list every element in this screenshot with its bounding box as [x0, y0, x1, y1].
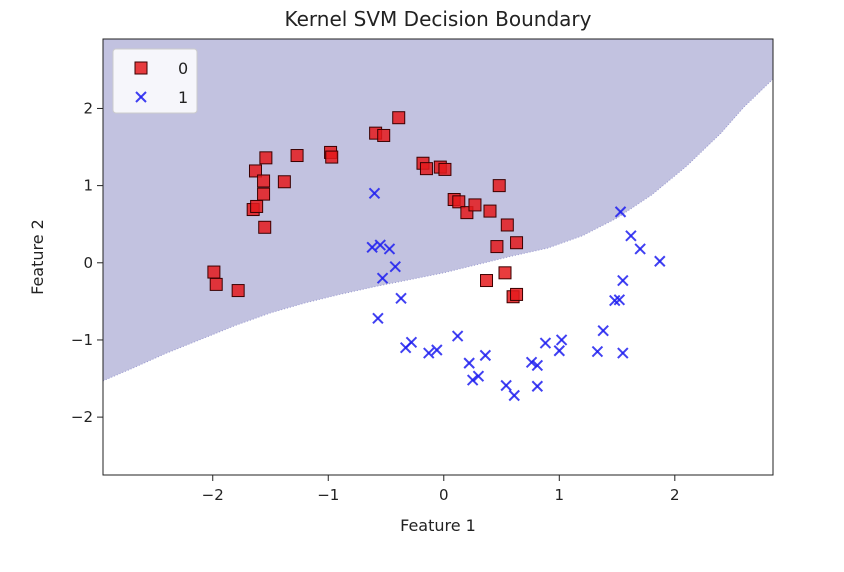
class-1-point: [654, 255, 666, 267]
class-0-point: [231, 284, 245, 298]
class-0-point: [277, 175, 291, 189]
y-tick-label: 0: [83, 254, 93, 272]
class-1-point: [389, 260, 401, 273]
class-1-point: [634, 243, 646, 255]
x-tick-label: 1: [555, 486, 565, 504]
class-1-point: [466, 374, 479, 386]
class-1-point: [531, 359, 544, 372]
y-tick-label: 1: [83, 177, 93, 195]
class-1-point: [625, 230, 637, 242]
class-1-point: [555, 334, 568, 346]
class-1-point: [508, 389, 520, 402]
class-1-point: [463, 357, 475, 369]
class-0-point: [257, 174, 271, 188]
class-0-point: [257, 187, 271, 201]
class-1-point: [372, 312, 384, 325]
class-0-point: [483, 204, 497, 218]
class-0-point: [480, 274, 494, 288]
class-1-point: [368, 187, 381, 200]
class-1-point: [374, 239, 386, 251]
class-0-point: [510, 287, 524, 301]
decision-region-class-0: [103, 39, 773, 381]
y-axis-ticks: −2 −1 0 1 2: [71, 99, 103, 426]
class-1-point: [500, 379, 512, 392]
y-tick-label: −2: [71, 408, 93, 426]
legend-marker-class-0: [134, 61, 148, 75]
class-1-point: [617, 274, 629, 287]
class-1-point: [366, 241, 378, 254]
legend-box: [112, 48, 198, 114]
class-1-point: [376, 272, 389, 284]
legend: 01: [112, 48, 198, 114]
class-0-point: [468, 198, 482, 212]
class-0-point: [377, 128, 391, 142]
class-1-point: [405, 336, 418, 348]
class-0-point: [290, 149, 304, 163]
class-1-point: [539, 337, 552, 349]
class-0-point: [500, 218, 514, 232]
class-1-point: [423, 347, 435, 359]
class-0-point: [258, 220, 272, 234]
y-axis-label: Feature 2: [28, 219, 47, 295]
class-0-point: [209, 277, 223, 291]
class-1-point: [591, 345, 604, 358]
plot-frame: [102, 38, 774, 476]
class-1-point: [472, 370, 485, 382]
class-1-point: [383, 243, 396, 255]
legend-label-class-1: 1: [178, 88, 188, 107]
class-1-point: [431, 344, 443, 356]
class-0-point: [392, 111, 406, 125]
x-tick-label: −2: [202, 486, 224, 504]
class-1-point: [614, 206, 627, 218]
class-0-point: [452, 195, 466, 209]
class-0-point: [490, 240, 504, 254]
class-0-point: [510, 236, 524, 250]
class-0-point: [498, 266, 512, 280]
class-0-point: [248, 164, 262, 178]
y-tick-label: 2: [83, 99, 93, 117]
plot-area: [103, 39, 773, 475]
legend-marker-class-1: [135, 91, 147, 103]
class-1-point: [395, 292, 407, 304]
x-tick-label: 2: [670, 486, 680, 504]
class-1-point: [613, 294, 626, 306]
x-tick-label: −1: [317, 486, 339, 504]
class-0-point: [250, 199, 264, 213]
class-0-point: [207, 265, 221, 279]
points-layer: [207, 111, 666, 402]
x-tick-label: 0: [439, 486, 449, 504]
chart-title: Kernel SVM Decision Boundary: [284, 7, 591, 31]
class-0-point: [325, 150, 339, 164]
x-axis-label: Feature 1: [400, 516, 476, 535]
decision-boundary-line: [103, 78, 773, 382]
class-1-point: [531, 380, 544, 392]
class-0-point: [492, 179, 506, 193]
y-tick-label: −1: [71, 331, 93, 349]
class-1-point: [479, 349, 492, 362]
class-1-point: [451, 330, 464, 342]
class-0-point: [259, 151, 273, 165]
x-axis-ticks: −2 −1 0 1 2: [202, 475, 680, 504]
class-0-point: [419, 162, 433, 176]
class-1-point: [617, 347, 629, 359]
class-1-point: [525, 356, 538, 369]
class-0-point: [438, 162, 452, 176]
class-1-point: [553, 345, 566, 357]
class-1-point: [597, 324, 609, 337]
legend-label-class-0: 0: [178, 59, 188, 78]
